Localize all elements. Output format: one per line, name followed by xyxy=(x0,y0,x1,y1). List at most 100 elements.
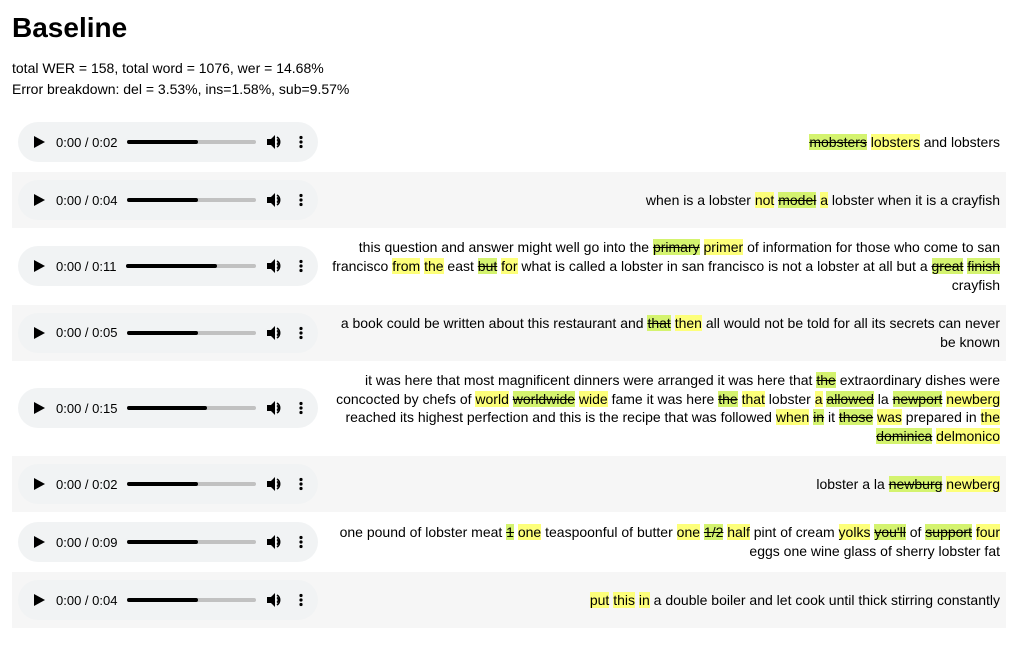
transcript-segment: in xyxy=(639,592,650,608)
transcript-text: this question and answer might well go i… xyxy=(332,238,1000,295)
play-icon[interactable] xyxy=(32,401,46,415)
player-track[interactable] xyxy=(127,482,256,486)
more-icon[interactable] xyxy=(294,259,308,273)
player-track[interactable] xyxy=(127,540,256,544)
transcript-text: a book could be written about this resta… xyxy=(332,314,1000,352)
transcript-segment: a book could be written about this resta… xyxy=(341,315,648,331)
transcript-segment: the xyxy=(816,372,835,388)
more-icon[interactable] xyxy=(294,135,308,149)
audio-player[interactable]: 0:00 / 0:09 xyxy=(18,522,318,562)
transcript-segment: the xyxy=(424,258,443,274)
transcript-segment: four xyxy=(976,524,1000,540)
more-icon[interactable] xyxy=(294,193,308,207)
transcript-segment: dominica xyxy=(876,428,932,444)
transcript-segment: newberg xyxy=(946,391,1000,407)
result-rows: 0:00 / 0:02mobsters lobsters and lobster… xyxy=(12,114,1006,628)
play-icon[interactable] xyxy=(32,593,46,607)
result-row: 0:00 / 0:05 a book could be written about… xyxy=(12,305,1006,361)
transcript-text: one pound of lobster meat 1 one teaspoon… xyxy=(332,523,1000,561)
play-icon[interactable] xyxy=(32,477,46,491)
more-icon[interactable] xyxy=(294,593,308,607)
play-icon[interactable] xyxy=(32,535,46,549)
transcript-text: lobster a la newburg newberg xyxy=(332,475,1000,494)
play-icon[interactable] xyxy=(32,259,46,273)
transcript-segment: lobster a la xyxy=(816,476,888,492)
audio-player[interactable]: 0:00 / 0:04 xyxy=(18,580,318,620)
transcript-segment: it xyxy=(824,409,839,425)
transcript-segment: when is a lobster xyxy=(646,192,755,208)
transcript-segment: pint of cream xyxy=(750,524,839,540)
play-icon[interactable] xyxy=(32,135,46,149)
transcript-segment: a double boiler and let cook until thick… xyxy=(650,592,1000,608)
result-row: 0:00 / 0:02 lobster a la newburg newberg xyxy=(12,456,1006,512)
transcript-segment: newburg xyxy=(889,476,943,492)
transcript-segment: this xyxy=(613,592,635,608)
volume-icon[interactable] xyxy=(266,133,284,151)
player-time: 0:00 / 0:02 xyxy=(56,135,117,150)
player-track[interactable] xyxy=(127,598,256,602)
play-icon[interactable] xyxy=(32,193,46,207)
transcript-segment: half xyxy=(727,524,750,540)
transcript-text: put this in a double boiler and let cook… xyxy=(332,591,1000,610)
result-row: 0:00 / 0:15 it was here that most magnifi… xyxy=(12,363,1006,455)
transcript-segment: it was here that most magnificent dinner… xyxy=(365,372,816,388)
transcript-segment: and lobsters xyxy=(920,134,1000,150)
transcript-segment xyxy=(700,239,704,255)
audio-player[interactable]: 0:00 / 0:02 xyxy=(18,464,318,504)
transcript-segment: yolks xyxy=(839,524,871,540)
transcript-segment: 1 xyxy=(506,524,514,540)
audio-player[interactable]: 0:00 / 0:11 xyxy=(18,246,318,286)
volume-icon[interactable] xyxy=(266,475,284,493)
volume-icon[interactable] xyxy=(266,257,284,275)
transcript-segment: model xyxy=(778,192,816,208)
audio-player[interactable]: 0:00 / 0:02 xyxy=(18,122,318,162)
player-track[interactable] xyxy=(127,140,256,144)
more-icon[interactable] xyxy=(294,401,308,415)
transcript-segment: newberg xyxy=(946,476,1000,492)
volume-icon[interactable] xyxy=(266,533,284,551)
result-row: 0:00 / 0:09 one pound of lobster meat 1 o… xyxy=(12,514,1006,570)
volume-icon[interactable] xyxy=(266,399,284,417)
result-row: 0:00 / 0:04 put this in a double boiler a… xyxy=(12,572,1006,628)
more-icon[interactable] xyxy=(294,326,308,340)
page-title: Baseline xyxy=(12,12,1006,44)
play-icon[interactable] xyxy=(32,326,46,340)
transcript-segment: worldwide xyxy=(513,391,575,407)
player-track[interactable] xyxy=(127,331,256,335)
transcript-segment: one xyxy=(677,524,700,540)
transcript-segment: newport xyxy=(893,391,943,407)
transcript-segment: one xyxy=(518,524,541,540)
transcript-segment: that xyxy=(647,315,670,331)
transcript-segment: put xyxy=(590,592,609,608)
transcript-segment: crayfish xyxy=(952,277,1000,293)
transcript-segment: all would not be told for all its secret… xyxy=(702,315,1000,350)
transcript-segment: east xyxy=(444,258,478,274)
transcript-segment: that xyxy=(742,391,765,407)
volume-icon[interactable] xyxy=(266,324,284,342)
volume-icon[interactable] xyxy=(266,191,284,209)
player-track[interactable] xyxy=(127,198,256,202)
transcript-segment: what is called a lobster in san francisc… xyxy=(518,258,932,274)
transcript-segment: finish xyxy=(967,258,1000,274)
transcript-segment: from xyxy=(392,258,420,274)
transcript-segment: prepared in xyxy=(902,409,981,425)
audio-player[interactable]: 0:00 / 0:15 xyxy=(18,388,318,428)
player-time: 0:00 / 0:05 xyxy=(56,325,117,340)
transcript-segment: was xyxy=(877,409,902,425)
more-icon[interactable] xyxy=(294,477,308,491)
player-track[interactable] xyxy=(126,264,256,268)
more-icon[interactable] xyxy=(294,535,308,549)
transcript-segment: for xyxy=(501,258,517,274)
player-track[interactable] xyxy=(127,406,256,410)
transcript-segment: teaspoonful of butter xyxy=(541,524,676,540)
transcript-segment: great xyxy=(932,258,964,274)
transcript-segment: a xyxy=(815,391,823,407)
transcript-segment: then xyxy=(675,315,702,331)
transcript-segment: eggs one wine glass of sherry lobster fa… xyxy=(749,543,1000,559)
audio-player[interactable]: 0:00 / 0:04 xyxy=(18,180,318,220)
volume-icon[interactable] xyxy=(266,591,284,609)
audio-player[interactable]: 0:00 / 0:05 xyxy=(18,313,318,353)
transcript-segment: fame it was here xyxy=(608,391,719,407)
stats-block: total WER = 158, total word = 1076, wer … xyxy=(12,58,1006,100)
result-row: 0:00 / 0:02mobsters lobsters and lobster… xyxy=(12,114,1006,170)
